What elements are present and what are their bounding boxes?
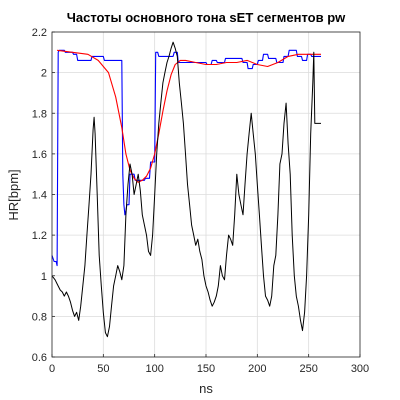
x-tick-label: 300 bbox=[351, 363, 369, 375]
y-tick-label: 1.6 bbox=[32, 149, 47, 161]
y-tick-label: 1 bbox=[41, 271, 47, 283]
y-tick-label: 1.2 bbox=[32, 230, 47, 242]
y-axis-label: HR[bpm] bbox=[6, 169, 21, 220]
y-tick-label: 2.2 bbox=[32, 27, 47, 39]
x-tick-label: 150 bbox=[197, 363, 215, 375]
y-tick-label: 1.4 bbox=[32, 190, 47, 202]
x-tick-label: 250 bbox=[299, 363, 317, 375]
y-tick-label: 0.8 bbox=[32, 311, 47, 323]
y-tick-label: 1.8 bbox=[32, 108, 47, 120]
x-axis-label: ns bbox=[199, 381, 213, 396]
x-tick-label: 0 bbox=[49, 363, 55, 375]
x-tick-label: 200 bbox=[248, 363, 266, 375]
x-tick-label: 50 bbox=[97, 363, 109, 375]
y-tick-label: 0.6 bbox=[32, 352, 47, 364]
y-tick-label: 2 bbox=[41, 68, 47, 80]
x-tick-label: 100 bbox=[145, 363, 163, 375]
chart-title: Частоты основного тона sET сегментов pw bbox=[67, 10, 346, 25]
